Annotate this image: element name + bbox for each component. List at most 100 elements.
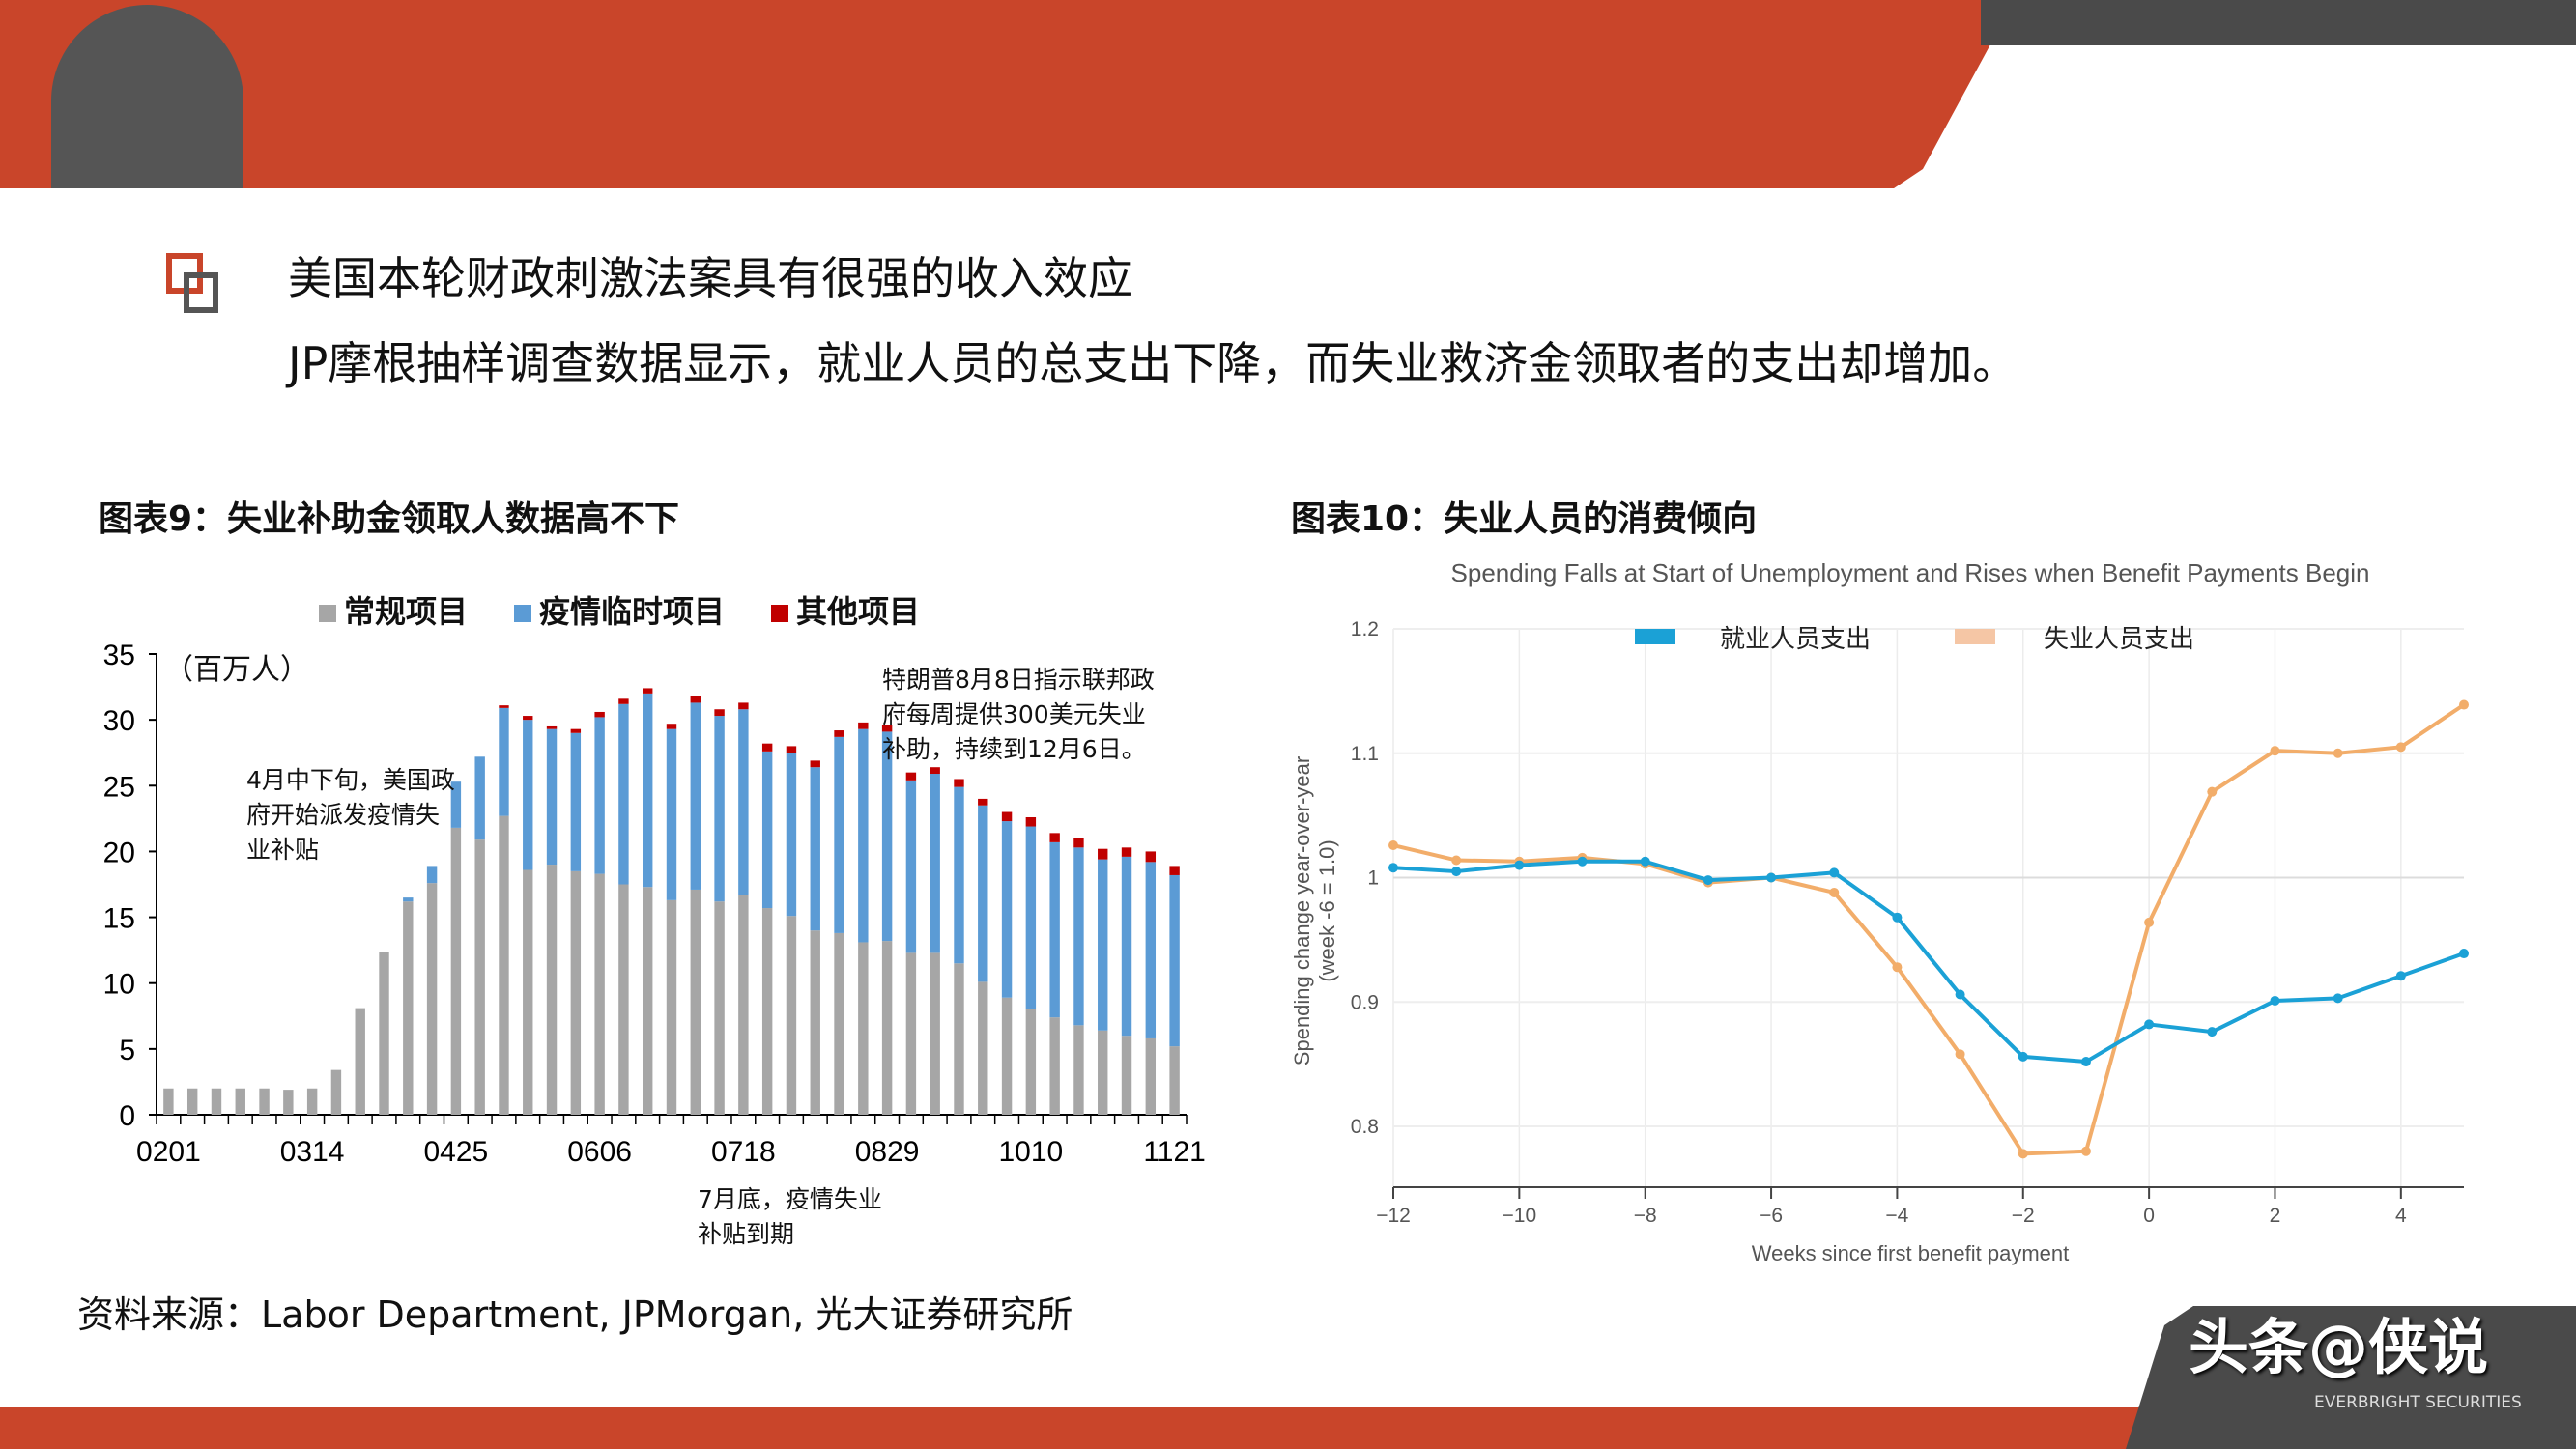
bar-segment-pandemic <box>570 732 582 871</box>
bar-segment-regular <box>403 901 414 1115</box>
legend-swatch <box>771 605 789 622</box>
bar-segment-regular <box>499 815 509 1115</box>
bar-segment-pandemic <box>1121 856 1132 1037</box>
chart9-unit-label: （百万人） <box>164 653 309 687</box>
data-point <box>2395 971 2406 981</box>
data-point <box>1451 855 1462 866</box>
footer-logo-panel <box>2126 1306 2576 1449</box>
bar-segment-regular <box>761 908 773 1115</box>
bar-segment-other <box>834 730 844 737</box>
data-point <box>1703 875 1713 886</box>
bar-segment-other <box>1049 833 1060 842</box>
y-axis-label: Spending change year-over-year <box>1290 756 1314 1065</box>
legend-label: 常规项目 <box>344 593 469 630</box>
header-dark-strip <box>1981 0 2576 45</box>
bar-segment-other <box>810 760 820 768</box>
bar-segment-pandemic <box>523 720 533 870</box>
bar-segment-regular <box>834 932 844 1115</box>
data-point <box>2459 949 2469 959</box>
bar-segment-pandemic <box>643 693 653 888</box>
bar-segment-regular <box>1049 1017 1060 1115</box>
y-tick-label: 35 <box>103 639 135 671</box>
x-tick-label: 0829 <box>855 1136 920 1168</box>
bar-segment-pandemic <box>666 728 677 900</box>
source-note: 资料来源：Labor Department, JPMorgan, 光大证券研究所 <box>77 1293 1073 1336</box>
bar-segment-other <box>1121 847 1132 857</box>
bar-segment-regular <box>426 883 438 1115</box>
y-tick-label: 15 <box>103 903 135 935</box>
bar-segment-regular <box>1145 1037 1157 1115</box>
annotation-august: 特朗普8月8日指示联邦政 府每周提供300美元失业 补助，持续到12月6日。 <box>882 666 1155 763</box>
data-point <box>2333 748 2343 758</box>
y-tick-label: 0 <box>119 1100 135 1132</box>
legend-label: 疫情临时项目 <box>539 593 726 630</box>
bar-segment-regular <box>570 870 582 1115</box>
bar-segment-regular <box>881 941 893 1115</box>
data-point <box>1388 840 1398 851</box>
bar-segment-regular <box>666 899 677 1115</box>
bar-segment-regular <box>235 1088 245 1115</box>
bar-segment-pandemic <box>954 786 964 964</box>
bar-segment-other <box>905 772 917 781</box>
logo-subtitle: EVERBRIGHT SECURITIES <box>2314 1393 2522 1412</box>
data-point <box>2207 1027 2218 1037</box>
bar-segment-other <box>523 716 533 721</box>
y-tick-label: 1.2 <box>1351 618 1379 640</box>
watermark-text: 头条@侠说 <box>2189 1312 2489 1382</box>
bullet-text: JP摩根抽样调查数据显示，就业人员的总支出下降，而失业救济金领取者的支出却增加。 <box>288 337 2018 389</box>
chart9-title: 图表9：失业补助金领取人数据高不下 <box>99 499 680 539</box>
y-tick-label: 20 <box>103 837 135 868</box>
bar-segment-pandemic <box>450 781 462 828</box>
bar-segment-other <box>594 711 605 718</box>
data-point <box>2207 786 2218 797</box>
y-tick-label: 25 <box>103 771 135 803</box>
x-tick-label: 1010 <box>998 1136 1063 1168</box>
bar-segment-pandemic <box>1145 862 1157 1038</box>
bar-segment-regular <box>618 884 629 1115</box>
legend-swatch <box>514 605 532 622</box>
y-tick-label: 30 <box>103 705 135 737</box>
data-point <box>2080 1057 2091 1067</box>
data-point <box>2395 742 2406 753</box>
legend-label: 其他项目 <box>796 593 921 630</box>
x-tick-label: −10 <box>1503 1205 1537 1227</box>
bar-segment-regular <box>546 865 558 1115</box>
data-point <box>1577 856 1588 867</box>
legend-item-regular: 常规项目 <box>319 587 468 632</box>
bar-segment-pandemic <box>1098 859 1108 1031</box>
bar-segment-other <box>1025 816 1037 827</box>
chart9-legend: 常规项目 疫情临时项目 其他项目 <box>319 587 920 632</box>
bar-segment-regular <box>978 981 988 1115</box>
bar-segment-regular <box>930 952 940 1115</box>
bar-segment-regular <box>858 942 869 1115</box>
bar-segment-regular <box>306 1088 318 1115</box>
bar-segment-other <box>954 779 964 787</box>
data-point <box>2144 1019 2155 1030</box>
x-tick-label: −6 <box>1760 1205 1783 1227</box>
legend-swatch <box>1635 629 1675 644</box>
line-series-employed <box>1392 859 2465 1065</box>
bar-segment-regular <box>714 901 725 1115</box>
line-series-unemployed <box>1392 702 2466 1156</box>
x-tick-label: 0718 <box>711 1136 776 1168</box>
bar-segment-pandemic <box>1169 874 1180 1047</box>
legend-swatch <box>1955 629 1995 644</box>
y-tick-label: 0.8 <box>1351 1116 1379 1138</box>
bar-segment-regular <box>1121 1036 1132 1115</box>
bar-segment-other <box>1073 838 1084 848</box>
data-point <box>1892 962 1903 973</box>
y-tick-label: 1 <box>1367 867 1379 890</box>
bar-segment-other <box>690 696 701 703</box>
bar-segment-regular <box>355 1008 365 1115</box>
bar-segment-pandemic <box>858 728 869 943</box>
bar-segment-pandemic <box>761 751 773 909</box>
bar-segment-regular <box>474 839 485 1115</box>
bar-segment-regular <box>1025 1009 1037 1115</box>
data-point <box>2333 993 2343 1004</box>
bar-segment-other <box>1001 811 1013 822</box>
bar-segment-regular <box>1001 997 1013 1115</box>
bar-segment-regular <box>330 1069 342 1115</box>
bullet-title: 美国本轮财政刺激法案具有很强的收入效应 <box>288 252 1132 304</box>
bar-segment-regular <box>643 887 653 1115</box>
